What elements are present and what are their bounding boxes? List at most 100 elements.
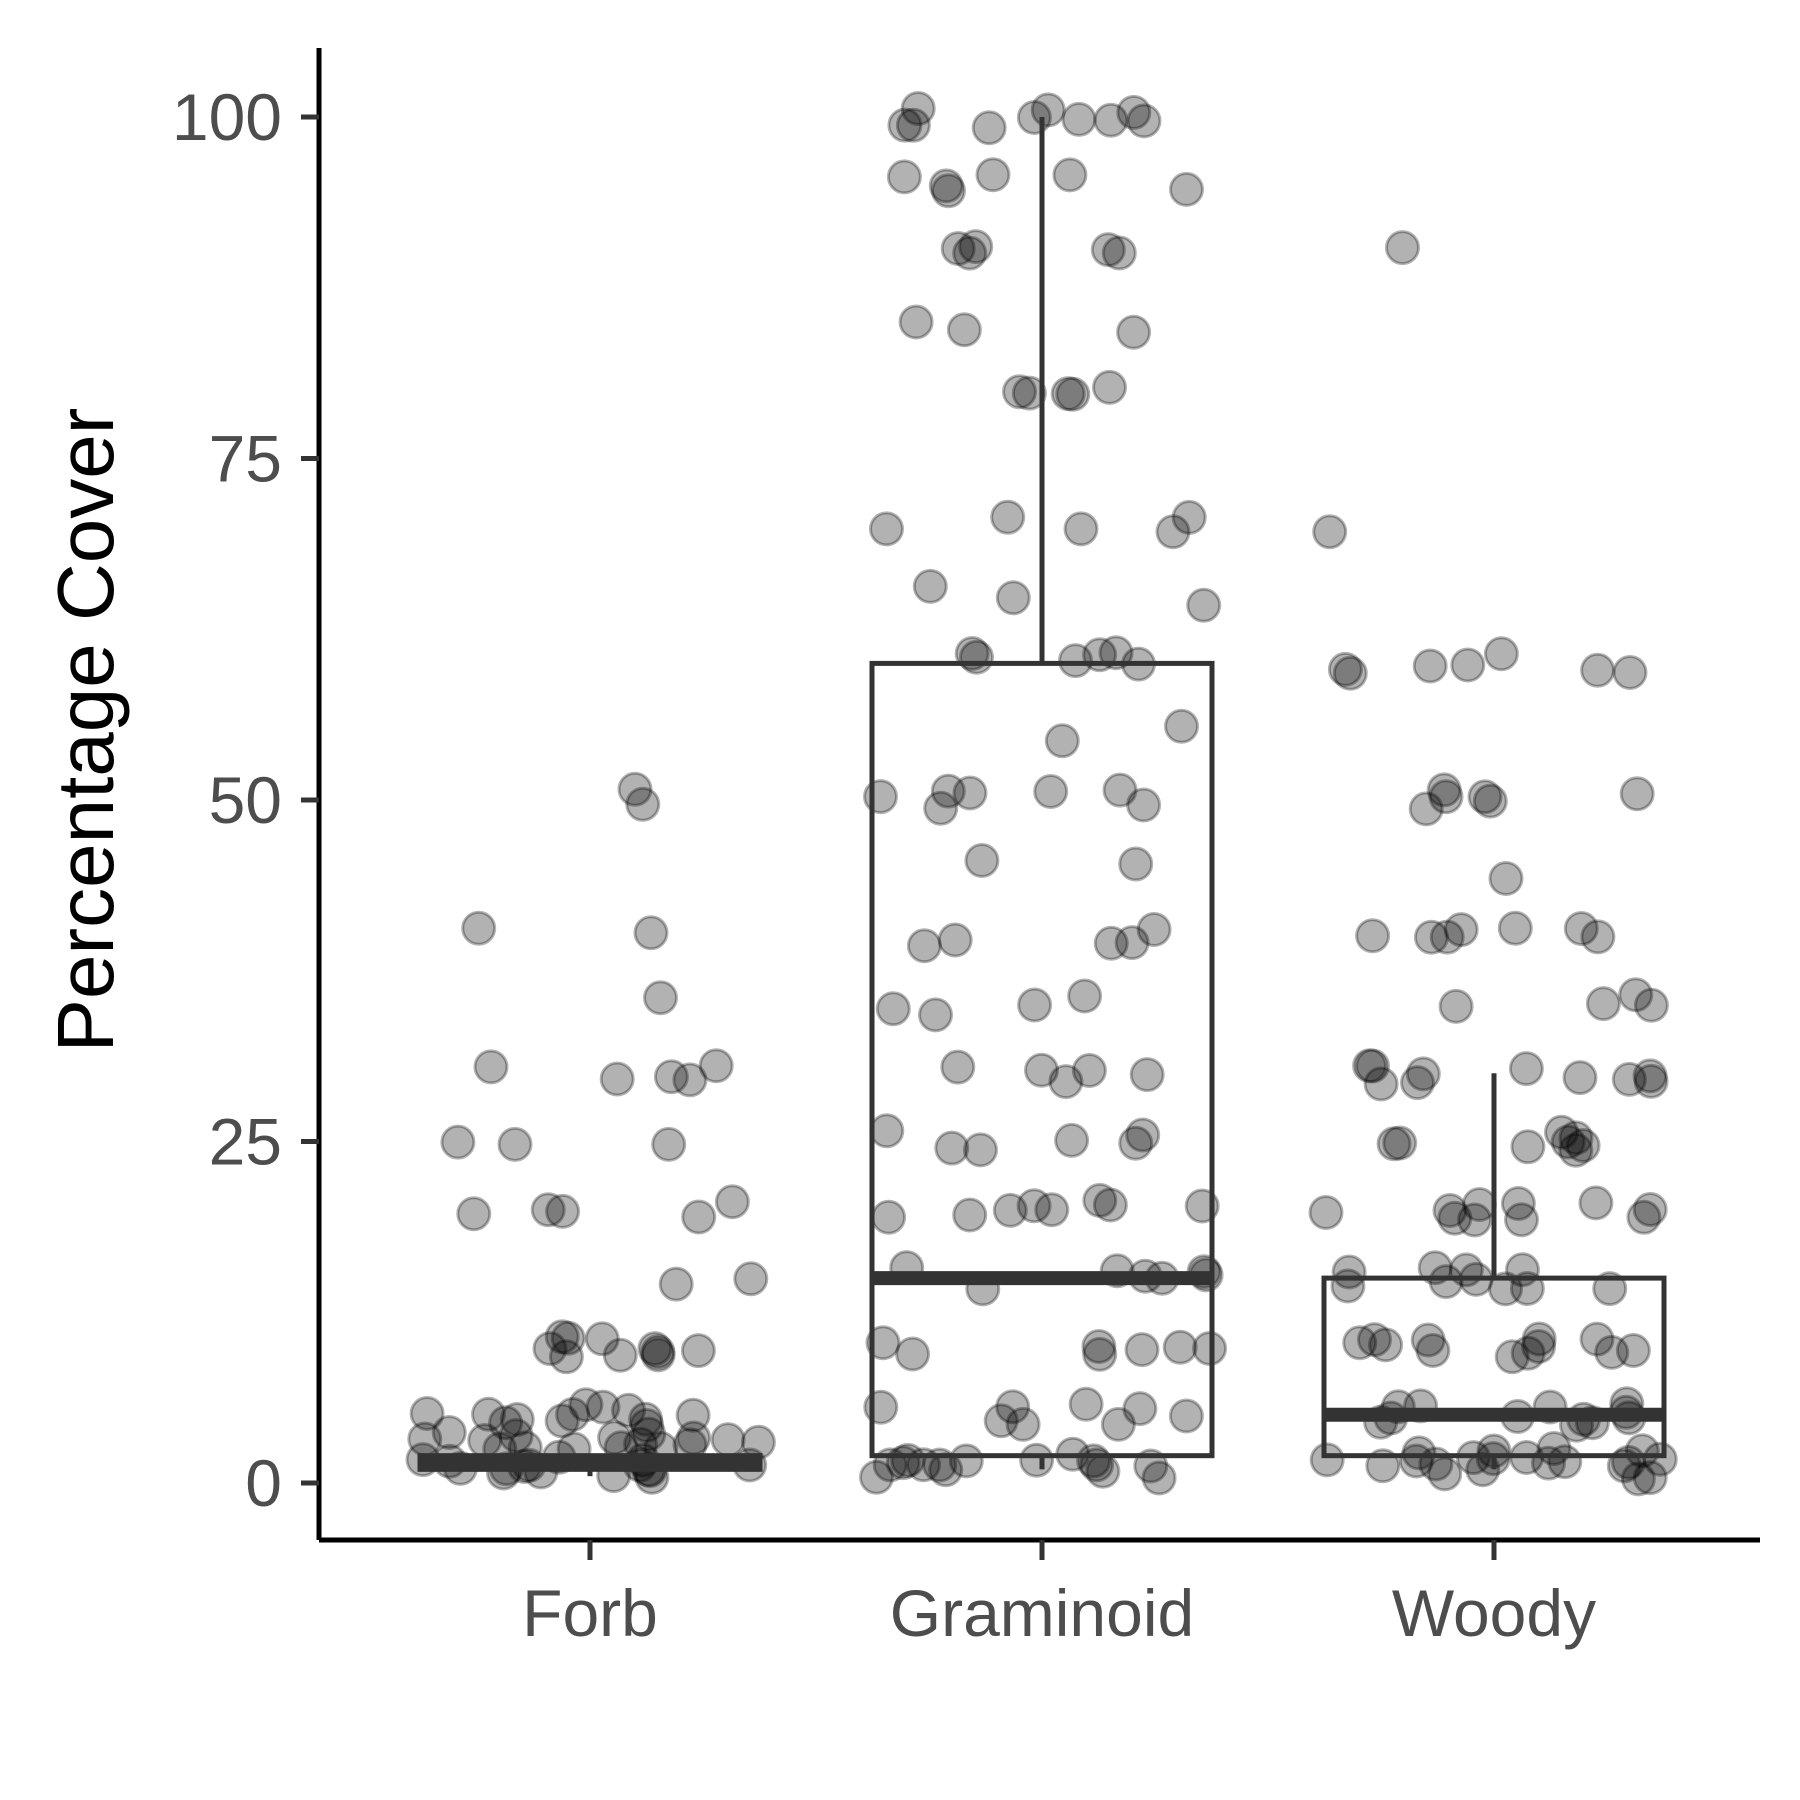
jitter-point: [1166, 710, 1198, 742]
jitter-point: [1510, 1053, 1542, 1085]
jitter-point: [1333, 1256, 1365, 1288]
jitter-point: [871, 513, 903, 545]
jitter-point: [1533, 1447, 1565, 1479]
jitter-point: [977, 159, 1009, 191]
jitter-point: [1019, 989, 1051, 1021]
y-tick-label: 25: [209, 1105, 282, 1179]
jitter-point: [1035, 776, 1067, 808]
jitter-point: [954, 237, 986, 269]
jitter-point: [442, 1126, 474, 1158]
jitter-point: [1157, 516, 1189, 548]
jitter-point: [1402, 1067, 1434, 1099]
jitter-point: [888, 161, 920, 193]
jitter-point: [914, 570, 946, 602]
jitter-point: [1634, 1060, 1666, 1092]
jitter-point: [1127, 1119, 1159, 1151]
jitter-point: [1164, 1331, 1196, 1363]
jitter-point: [1485, 638, 1517, 670]
jitter-point: [1314, 516, 1346, 548]
jitter-point: [1188, 589, 1220, 621]
jitter-point: [1582, 654, 1614, 686]
jitter-point: [1580, 1187, 1612, 1219]
jitter-point: [997, 582, 1029, 614]
y-tick-label: 100: [172, 80, 282, 154]
jitter-point: [1069, 980, 1101, 1012]
jitter-point: [1018, 102, 1050, 134]
jitter-point: [1452, 649, 1484, 681]
jitter-point: [1621, 778, 1653, 810]
jitter-point: [1365, 1068, 1397, 1100]
jitter-point: [961, 641, 993, 673]
jitter-point: [463, 912, 495, 944]
jitter-point: [1512, 1131, 1544, 1163]
jitter-point: [700, 1050, 732, 1082]
jitter-point: [933, 175, 965, 207]
jitter-point: [1415, 921, 1447, 953]
jitter-point: [1344, 1327, 1376, 1359]
jitter-point: [604, 1339, 636, 1371]
jitter-point: [635, 917, 667, 949]
jitter-point: [499, 1128, 531, 1160]
jitter-point: [936, 1132, 968, 1164]
jitter-point: [682, 1335, 714, 1367]
jitter-point: [1387, 232, 1419, 264]
y-tick-label: 75: [209, 422, 282, 496]
jitter-point: [1094, 1189, 1126, 1221]
jitter-point: [865, 781, 897, 813]
jitter-point: [1587, 988, 1619, 1020]
jitter-point: [930, 1454, 962, 1486]
jitter-point: [1004, 376, 1036, 408]
jitter-point: [992, 501, 1024, 533]
jitter-point: [861, 1461, 893, 1493]
jitter-point: [601, 1063, 633, 1095]
y-tick-label: 50: [209, 763, 282, 837]
jitter-point: [683, 1201, 715, 1233]
jitter-point: [653, 1128, 685, 1160]
jitter-point: [570, 1389, 602, 1421]
jitter-point: [1614, 657, 1646, 689]
jitter-point: [532, 1194, 564, 1226]
jitter-point: [1620, 979, 1652, 1011]
jitter-point: [1523, 1323, 1555, 1355]
jitter-point: [550, 1341, 582, 1373]
jitter-point: [1502, 1188, 1534, 1220]
x-tick-label: Forb: [522, 1576, 658, 1650]
jitter-point: [1087, 1455, 1119, 1487]
jitter-point: [973, 112, 1005, 144]
y-axis-title: Percentage Cover: [41, 408, 130, 1053]
jitter-point: [1092, 234, 1124, 266]
jitter-point: [1430, 781, 1462, 813]
jitter-point: [712, 1424, 744, 1456]
jitter-point: [1065, 513, 1097, 545]
jitter-point: [1120, 848, 1152, 880]
jitter-point: [954, 1199, 986, 1231]
jitter-point: [942, 1051, 974, 1083]
jitter-point: [873, 1201, 905, 1233]
jitter-point: [1131, 1059, 1163, 1091]
jitter-point: [1582, 921, 1614, 953]
jitter-point: [716, 1186, 748, 1218]
jitter-point: [1094, 371, 1126, 403]
jitter-point: [1469, 781, 1501, 813]
jitter-point: [1417, 1335, 1449, 1367]
jitter-point: [871, 1115, 903, 1147]
jitter-point: [1378, 1128, 1410, 1160]
jitter-point: [1357, 920, 1389, 952]
jitter-point: [1063, 103, 1095, 135]
jitter-point: [1171, 173, 1203, 205]
jitter-point: [1440, 990, 1472, 1022]
jitter-point: [1060, 645, 1092, 677]
jitter-point: [897, 1338, 929, 1370]
jitter-point: [1118, 316, 1150, 348]
jitter-point: [1311, 1444, 1343, 1476]
jitter-point: [939, 924, 971, 956]
jitter-point: [645, 982, 677, 1014]
y-tick-label: 0: [245, 1446, 282, 1520]
jitter-point: [932, 775, 964, 807]
jitter-point: [900, 306, 932, 338]
jitter-point: [997, 1391, 1029, 1423]
jitter-point: [1490, 863, 1522, 895]
jitter-point: [1414, 650, 1446, 682]
jitter-point: [642, 1336, 674, 1368]
